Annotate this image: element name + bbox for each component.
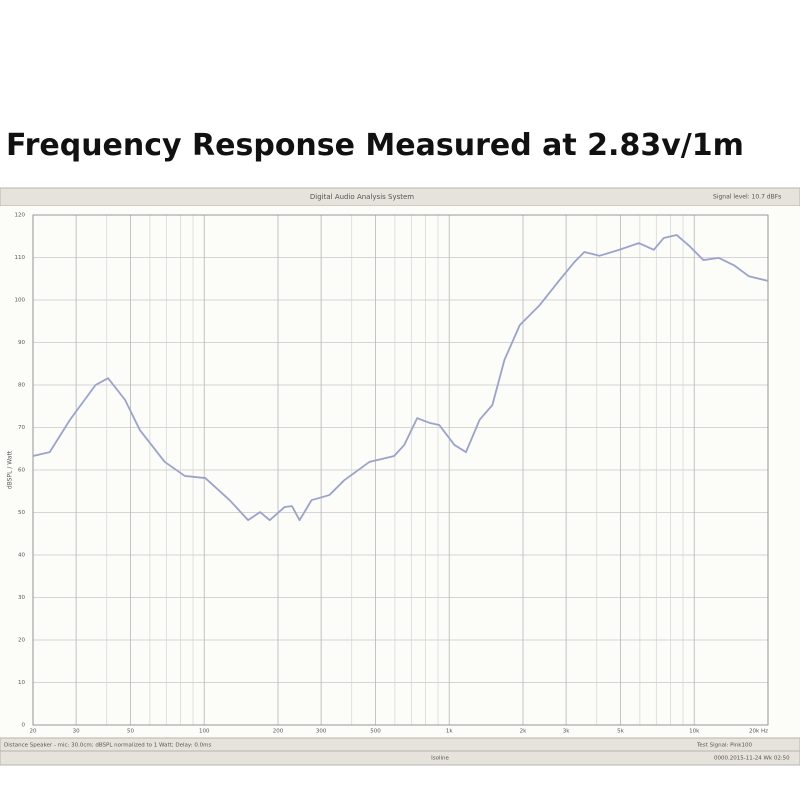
y-tick-label: 100 <box>15 298 26 304</box>
footer-bar <box>0 750 800 766</box>
plot-frame <box>32 214 769 726</box>
y-tick-label: 30 <box>18 595 25 601</box>
x-tick-label: 2k <box>520 729 527 735</box>
x-tick-label: 20 <box>30 729 37 735</box>
window-bar <box>0 187 800 207</box>
x-tick-label: 500 <box>370 729 381 735</box>
x-tick-label: 10k <box>689 729 700 735</box>
footer-center: Isoline <box>431 756 449 762</box>
signal-level: Signal level: 10.7 dBFs <box>713 194 781 201</box>
status-left: Distance Speaker - mic: 30.0cm; dBSPL no… <box>4 743 211 749</box>
y-tick-label: 90 <box>18 340 25 346</box>
y-tick-label: 10 <box>18 680 25 686</box>
x-tick-label: 100 <box>199 729 210 735</box>
x-tick-label: 30 <box>73 729 80 735</box>
plot-panel <box>0 206 800 738</box>
x-tick-label: 5k <box>617 729 624 735</box>
y-axis-label: dBSPL / Watt <box>7 450 14 489</box>
x-tick-label: 50 <box>127 729 134 735</box>
chart-title: Frequency Response Measured at 2.83v/1m <box>6 128 744 163</box>
status-bar <box>0 737 800 752</box>
y-tick-label: 20 <box>18 638 25 644</box>
y-tick-label: 40 <box>18 553 25 559</box>
window-title: Digital Audio Analysis System <box>310 193 414 201</box>
y-tick-label: 0 <box>22 723 26 729</box>
x-tick-label: 1k <box>446 729 453 735</box>
x-tick-label: 3k <box>563 729 570 735</box>
status-right: Test Signal: Pink100 <box>696 743 752 749</box>
x-tick-label: 300 <box>316 729 327 735</box>
y-tick-label: 50 <box>18 510 25 516</box>
y-tick-label: 60 <box>18 468 25 474</box>
y-tick-label: 80 <box>18 383 25 389</box>
x-tick-label: 20k Hz <box>749 729 768 735</box>
y-tick-label: 110 <box>15 255 26 261</box>
x-tick-label: 200 <box>273 729 284 735</box>
footer-right: 0000.2015-11-24 Wk 02:50 <box>714 756 790 762</box>
y-tick-label: 120 <box>15 213 26 219</box>
series-line <box>32 234 769 522</box>
y-tick-label: 70 <box>18 425 25 431</box>
